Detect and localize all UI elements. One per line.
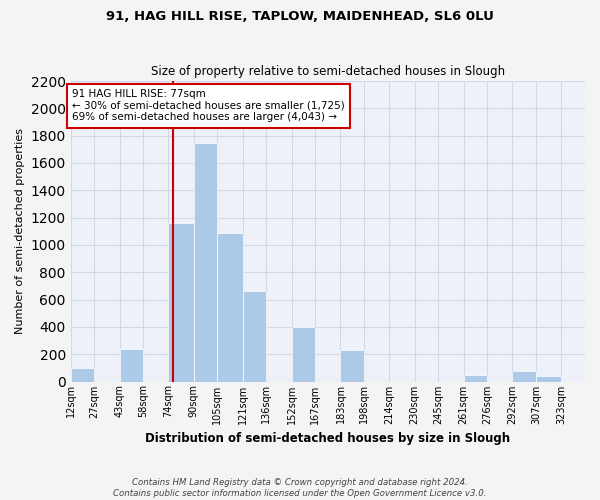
Bar	[464, 374, 487, 382]
Y-axis label: Number of semi-detached properties: Number of semi-detached properties	[15, 128, 25, 334]
Bar	[194, 142, 217, 382]
Text: 91, HAG HILL RISE, TAPLOW, MAIDENHEAD, SL6 0LU: 91, HAG HILL RISE, TAPLOW, MAIDENHEAD, S…	[106, 10, 494, 23]
Bar	[71, 368, 94, 382]
Bar	[536, 376, 562, 382]
Bar	[169, 223, 194, 382]
Text: Contains HM Land Registry data © Crown copyright and database right 2024.
Contai: Contains HM Land Registry data © Crown c…	[113, 478, 487, 498]
Bar	[292, 327, 315, 382]
Bar	[512, 370, 536, 382]
Bar	[217, 232, 242, 382]
Title: Size of property relative to semi-detached houses in Slough: Size of property relative to semi-detach…	[151, 66, 505, 78]
Text: 91 HAG HILL RISE: 77sqm
← 30% of semi-detached houses are smaller (1,725)
69% of: 91 HAG HILL RISE: 77sqm ← 30% of semi-de…	[72, 89, 345, 122]
Bar	[242, 292, 266, 382]
Bar	[119, 348, 143, 382]
Bar	[340, 350, 364, 382]
X-axis label: Distribution of semi-detached houses by size in Slough: Distribution of semi-detached houses by …	[145, 432, 511, 445]
